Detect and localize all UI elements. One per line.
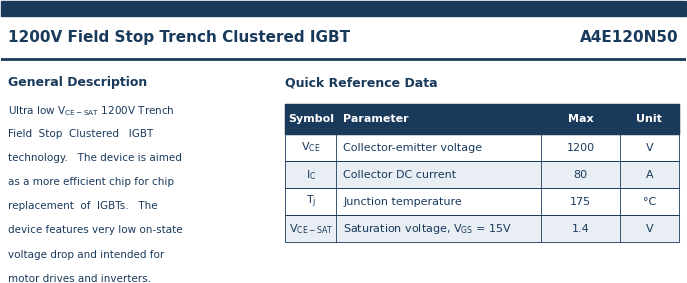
Text: 80: 80	[574, 170, 587, 180]
Bar	[337, 104, 541, 134]
Text: T$_{\mathregular{j}}$: T$_{\mathregular{j}}$	[306, 194, 316, 210]
Bar	[285, 104, 679, 134]
Text: Junction temperature: Junction temperature	[344, 197, 462, 207]
Text: Unit: Unit	[636, 114, 662, 124]
Text: A: A	[646, 170, 653, 180]
Bar	[285, 215, 679, 242]
Text: 1.4: 1.4	[572, 224, 589, 234]
Text: device features very low on-state: device features very low on-state	[8, 226, 183, 235]
Text: technology.   The device is aimed: technology. The device is aimed	[8, 153, 182, 163]
Bar	[285, 215, 679, 242]
Bar	[285, 134, 679, 161]
Bar	[1, 1, 686, 16]
Text: Saturation voltage, V$_{\mathregular{GS}}$ = 15V: Saturation voltage, V$_{\mathregular{GS}…	[344, 222, 513, 236]
Text: V$_{\mathregular{CE-SAT}}$: V$_{\mathregular{CE-SAT}}$	[289, 222, 333, 236]
Text: V: V	[646, 143, 653, 153]
Bar	[285, 134, 679, 161]
Text: voltage drop and intended for: voltage drop and intended for	[8, 250, 164, 260]
Text: Field  Stop  Clustered   IGBT: Field Stop Clustered IGBT	[8, 129, 153, 139]
Bar	[285, 161, 679, 188]
Bar	[285, 188, 679, 215]
Text: replacement  of  IGBTs.   The: replacement of IGBTs. The	[8, 201, 158, 211]
Text: Symbol: Symbol	[288, 114, 334, 124]
Text: 175: 175	[570, 197, 591, 207]
Bar	[285, 188, 679, 215]
Text: Quick Reference Data: Quick Reference Data	[285, 76, 438, 89]
Text: Collector-emitter voltage: Collector-emitter voltage	[344, 143, 482, 153]
Text: 1200: 1200	[566, 143, 594, 153]
Text: as a more efficient chip for chip: as a more efficient chip for chip	[8, 177, 174, 187]
Text: V: V	[646, 224, 653, 234]
Text: 1200V Field Stop Trench Clustered IGBT: 1200V Field Stop Trench Clustered IGBT	[8, 30, 350, 45]
Bar	[285, 161, 679, 188]
Text: °C: °C	[642, 197, 656, 207]
Bar	[541, 104, 620, 134]
Bar	[620, 104, 679, 134]
Text: Collector DC current: Collector DC current	[344, 170, 456, 180]
Text: General Description: General Description	[8, 76, 148, 89]
Text: Ultra low V$_{\mathregular{CE-SAT}}$ 1200V Trench: Ultra low V$_{\mathregular{CE-SAT}}$ 120…	[8, 104, 175, 118]
Text: V$_{\mathregular{CE}}$: V$_{\mathregular{CE}}$	[301, 141, 321, 155]
Text: A4E120N50: A4E120N50	[580, 30, 679, 45]
Bar	[285, 104, 337, 134]
Text: Parameter: Parameter	[344, 114, 409, 124]
Text: I$_{\mathregular{C}}$: I$_{\mathregular{C}}$	[306, 168, 316, 181]
Text: Max: Max	[567, 114, 593, 124]
Text: motor drives and inverters.: motor drives and inverters.	[8, 274, 151, 283]
